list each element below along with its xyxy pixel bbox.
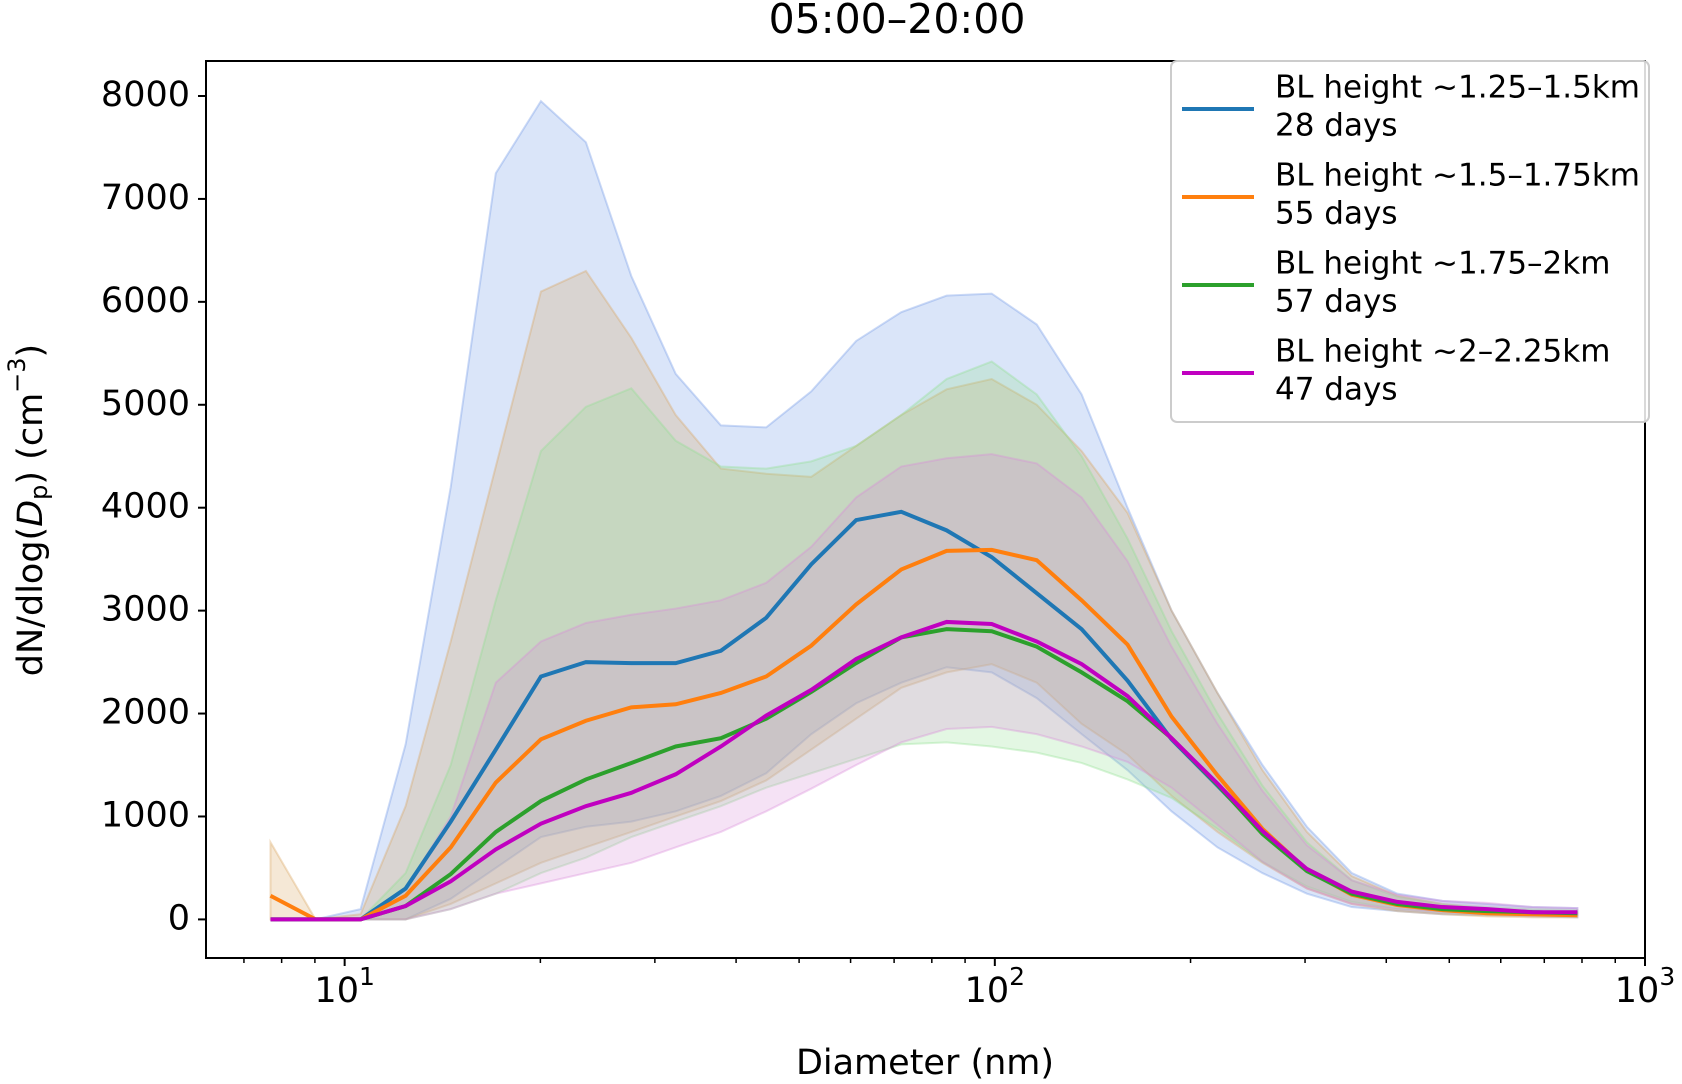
legend-label: BL height ~1.25–1.5km — [1275, 70, 1640, 106]
x-tick-exponent: 2 — [1009, 962, 1025, 991]
legend-days: 47 days — [1275, 372, 1397, 408]
x-axis-label: Diameter (nm) — [796, 1043, 1054, 1083]
legend-label: BL height ~2–2.25km — [1275, 334, 1610, 370]
y-tick-label: 3000 — [101, 590, 190, 630]
x-tick-base: 10 — [1615, 971, 1660, 1011]
line — [270, 619, 1578, 922]
y-tick-label: 2000 — [101, 693, 190, 733]
line — [270, 627, 1578, 922]
y-tick-label: 5000 — [101, 384, 190, 424]
x-tick-label: 102 — [965, 962, 1025, 1011]
y-label-part: ) — [11, 344, 51, 358]
legend-label: BL height ~1.5–1.75km — [1275, 158, 1640, 194]
x-tick-label: 101 — [314, 962, 374, 1011]
y-tick-label: 8000 — [101, 75, 190, 115]
y-tick-label: 0 — [168, 898, 190, 938]
band — [269, 269, 1579, 921]
legend-days: 55 days — [1275, 196, 1397, 232]
x-tick-label: 103 — [1615, 962, 1675, 1011]
x-tick-base: 10 — [314, 971, 359, 1011]
y-label-part: dN/dlog( — [11, 527, 51, 676]
y-tick-label: 7000 — [101, 178, 190, 218]
y-label-part: −3 — [3, 357, 31, 392]
legend-days: 28 days — [1275, 108, 1397, 144]
y-label-part: p — [25, 485, 53, 500]
legend-box — [1170, 60, 1650, 423]
plot-area — [269, 99, 1579, 922]
x-tick-base: 10 — [965, 971, 1010, 1011]
chart-title: 05:00–20:00 — [769, 0, 1026, 43]
y-axis-label: dN/dlog(Dp) (cm−3) — [3, 344, 53, 676]
x-tick-exponent: 1 — [359, 962, 375, 991]
legend-days: 57 days — [1275, 284, 1397, 320]
legend-label: BL height ~1.75–2km — [1275, 246, 1610, 282]
axes-frame — [205, 60, 1646, 959]
y-tick-label: 1000 — [101, 795, 190, 835]
y-label-part: D — [11, 500, 51, 527]
x-tick-exponent: 3 — [1659, 962, 1675, 991]
y-tick-label: 4000 — [101, 487, 190, 527]
y-tick-label: 6000 — [101, 281, 190, 321]
y-label-part: ) (cm — [11, 393, 51, 485]
